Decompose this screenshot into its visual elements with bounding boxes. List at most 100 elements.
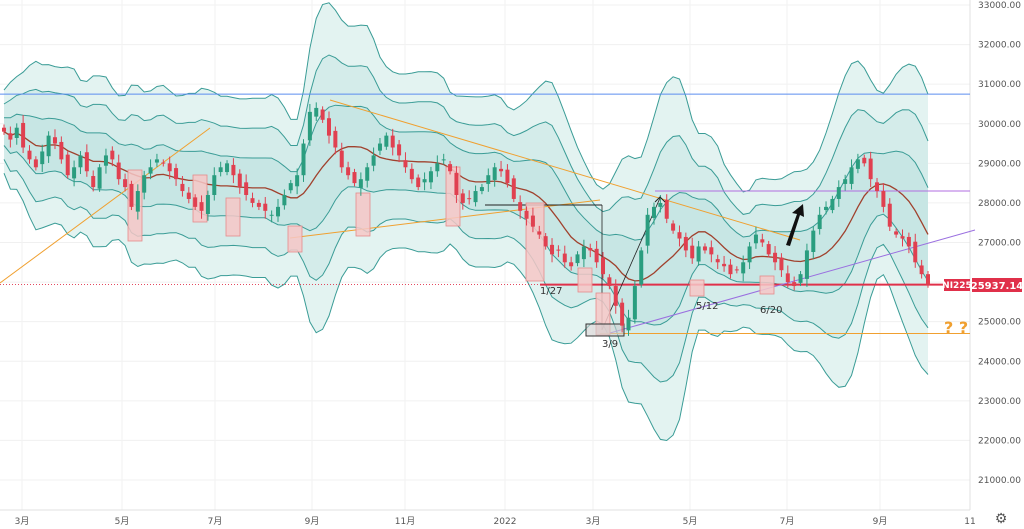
candle-body bbox=[804, 250, 809, 279]
y-tick-label: 32000.00 bbox=[978, 41, 1021, 51]
candle-body bbox=[785, 273, 790, 283]
candle-body bbox=[499, 168, 504, 172]
candle-body bbox=[913, 241, 918, 263]
candle-body bbox=[91, 176, 96, 188]
candle-body bbox=[664, 199, 669, 219]
candle-body bbox=[798, 274, 803, 283]
candle-body bbox=[256, 202, 261, 207]
candle-body bbox=[518, 202, 523, 211]
date-annotation: 6/20 bbox=[760, 305, 782, 316]
candle-body bbox=[441, 159, 446, 161]
candle-body bbox=[760, 239, 765, 243]
candle-body bbox=[21, 122, 26, 148]
candle-body bbox=[658, 202, 663, 207]
candle-body bbox=[677, 232, 682, 239]
candle-body bbox=[836, 187, 841, 199]
y-tick-label: 21000.00 bbox=[978, 476, 1021, 486]
bollinger-bands bbox=[3, 2, 929, 442]
candle-body bbox=[123, 179, 128, 188]
candle-body bbox=[454, 172, 459, 195]
candle-body bbox=[180, 183, 185, 192]
candle-body bbox=[900, 236, 905, 239]
candle-body bbox=[244, 182, 249, 195]
candle-body bbox=[52, 137, 57, 144]
candle-body bbox=[741, 262, 746, 274]
x-tick-label: 3月 bbox=[15, 516, 30, 527]
x-tick-label: 2022 bbox=[494, 517, 517, 527]
y-tick-label: 30000.00 bbox=[978, 120, 1021, 130]
y-tick-label: 23000.00 bbox=[978, 397, 1021, 407]
candle-body bbox=[683, 236, 688, 251]
candle-body bbox=[333, 130, 338, 148]
candle-body bbox=[486, 175, 491, 184]
candle-body bbox=[358, 179, 363, 188]
candle-body bbox=[492, 167, 497, 180]
candle-body bbox=[728, 264, 733, 275]
candle-body bbox=[543, 236, 548, 247]
candle-body bbox=[205, 195, 210, 214]
y-tick-label: 25000.00 bbox=[978, 318, 1021, 328]
candle-body bbox=[556, 249, 561, 251]
candle-body bbox=[479, 187, 484, 192]
candle-body bbox=[84, 152, 89, 172]
candle-body bbox=[225, 163, 230, 173]
candle-body bbox=[231, 164, 236, 176]
candle-body bbox=[193, 197, 198, 207]
candle-body bbox=[346, 167, 351, 176]
candle-body bbox=[919, 265, 924, 275]
date-annotation: 5/12 bbox=[696, 301, 718, 312]
y-tick-label: 22000.00 bbox=[978, 436, 1021, 446]
candle-body bbox=[365, 167, 370, 181]
y-axis: 33000.00 32000.00 31000.00 30000.00 29000.00… bbox=[978, 1, 1021, 486]
candle-body bbox=[607, 277, 612, 287]
candle-body bbox=[448, 164, 453, 172]
candle-body bbox=[849, 167, 854, 184]
candle-body bbox=[65, 154, 70, 176]
candle-body bbox=[875, 182, 880, 192]
candle-body bbox=[906, 236, 911, 247]
candle-body bbox=[550, 244, 555, 255]
candle-body bbox=[409, 168, 414, 180]
candle-body bbox=[562, 253, 567, 263]
x-tick-label: 7月 bbox=[780, 516, 795, 527]
candle-body bbox=[435, 163, 440, 172]
symbol-badge-text: NI225 bbox=[942, 281, 972, 291]
candle-body bbox=[613, 286, 618, 306]
candle-body bbox=[161, 162, 166, 164]
highlight-box bbox=[759, 275, 775, 295]
date-annotation: 3/9 bbox=[602, 339, 618, 350]
highlight-box bbox=[577, 267, 593, 293]
candle-body bbox=[218, 167, 223, 173]
band-lower-line bbox=[3, 173, 929, 442]
candle-body bbox=[97, 167, 102, 189]
candle-body bbox=[110, 150, 115, 160]
candle-body bbox=[103, 155, 108, 166]
y-tick-label: 29000.00 bbox=[978, 159, 1021, 169]
candle-body bbox=[894, 231, 899, 235]
candle-body bbox=[581, 246, 586, 260]
candle-body bbox=[734, 269, 739, 271]
candle-body bbox=[397, 144, 402, 156]
band-lower-line bbox=[3, 159, 929, 383]
candle-body bbox=[530, 215, 535, 227]
candle-body bbox=[46, 135, 51, 157]
x-tick-label: 7月 bbox=[208, 516, 223, 527]
candle-body bbox=[377, 143, 382, 151]
candle-body bbox=[843, 179, 848, 184]
settings-gear-icon[interactable]: ⚙ bbox=[994, 511, 1008, 527]
candles bbox=[2, 102, 930, 336]
candle-body bbox=[639, 250, 644, 285]
candle-body bbox=[747, 246, 752, 263]
candle-body bbox=[148, 167, 153, 174]
candle-body bbox=[690, 245, 695, 259]
up-arrow-icon bbox=[786, 204, 804, 246]
candle-body bbox=[416, 177, 421, 188]
candle-body bbox=[569, 262, 574, 267]
candle-body bbox=[33, 159, 38, 168]
symbol-badge bbox=[944, 279, 970, 291]
candle-body bbox=[154, 159, 159, 163]
candle-body bbox=[830, 198, 835, 211]
